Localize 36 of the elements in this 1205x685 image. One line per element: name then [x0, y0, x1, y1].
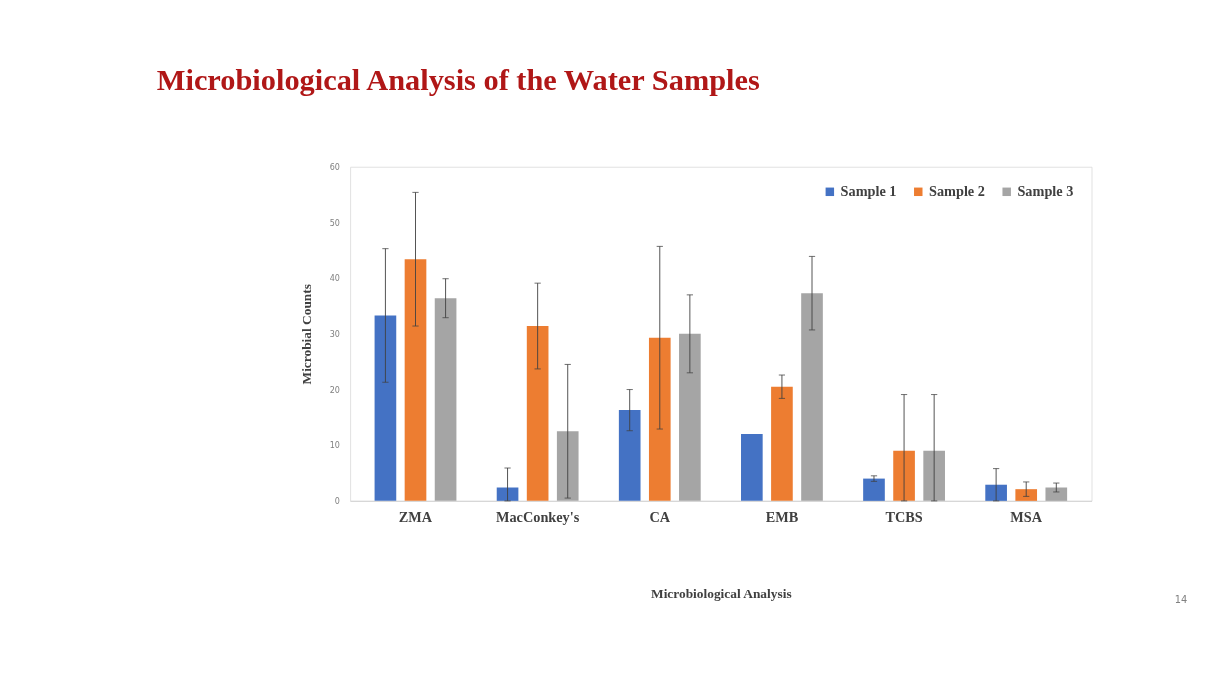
bar — [893, 450, 915, 501]
y-tick-label: 10 — [329, 441, 340, 451]
x-tick-label: EMB — [765, 508, 799, 525]
y-tick-label: 60 — [329, 162, 340, 172]
y-tick-label: 0 — [334, 496, 340, 506]
x-tick-label: TCBS — [885, 508, 923, 525]
chart-title: Microbiological Analysis of the Water Samples — [156, 62, 760, 97]
y-tick-label: 40 — [329, 274, 340, 284]
x-tick-label: MacConkey's — [495, 508, 580, 525]
bar — [556, 431, 579, 501]
y-tick-label: 30 — [329, 329, 340, 339]
bar — [741, 434, 763, 501]
bar — [404, 259, 427, 501]
bar — [526, 326, 549, 501]
x-tick-label: ZMA — [398, 508, 433, 525]
bar — [1045, 487, 1068, 501]
bar — [1015, 489, 1038, 501]
legend-label: Sample 1 — [840, 183, 897, 200]
text: 14 — [1174, 593, 1188, 605]
bar — [801, 293, 823, 501]
bar — [434, 298, 457, 501]
x-tick-label: MSA — [1010, 508, 1043, 525]
bar — [374, 315, 397, 501]
x-axis-title: Microbiological Analysis — [651, 585, 792, 601]
y-tick-label: 20 — [329, 385, 340, 395]
bar — [863, 478, 885, 501]
bar — [923, 450, 945, 501]
y-axis-title: Microbial Counts — [298, 284, 314, 385]
legend-label: Sample 2 — [928, 183, 985, 200]
bar — [679, 333, 701, 501]
legend-label: Sample 3 — [1017, 183, 1074, 200]
bar — [618, 410, 641, 501]
bar — [648, 337, 671, 501]
y-tick-label: 50 — [329, 218, 340, 228]
bar — [771, 386, 793, 501]
x-tick-label: CA — [649, 508, 671, 525]
